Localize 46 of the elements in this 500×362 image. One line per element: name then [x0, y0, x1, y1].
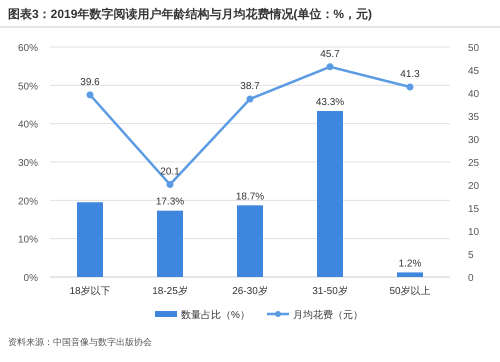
data-label: 38.7	[240, 80, 260, 92]
x-tick-label: 50岁以上	[389, 285, 431, 297]
bar	[157, 210, 183, 277]
y2-tick-label: 25	[468, 158, 480, 169]
data-label: 18.7%	[236, 191, 264, 202]
y2-tick-label: 5	[468, 250, 474, 261]
y2-tick-label: 10	[468, 227, 480, 238]
y-tick-label: 40%	[18, 120, 38, 131]
legend-label: 数量占比（%）	[181, 309, 250, 321]
data-label: 45.7	[320, 48, 340, 60]
y-tick-label: 30%	[18, 158, 38, 169]
y2-tick-label: 20	[468, 181, 480, 192]
y2-tick-label: 30	[468, 135, 480, 146]
y-tick-label: 0%	[24, 273, 38, 284]
y2-tick-label: 35	[468, 112, 480, 123]
data-label: 43.3%	[316, 97, 344, 108]
point	[406, 84, 414, 91]
text: 资料来源：中国音像与数字出版协会	[8, 337, 152, 347]
bar	[397, 272, 423, 277]
point	[326, 63, 334, 70]
data-label: 17.3%	[156, 196, 184, 208]
y2-tick-label: 15	[468, 204, 480, 215]
x-tick-label: 18岁以下	[69, 285, 111, 297]
data-label: 1.2%	[398, 258, 422, 270]
y2-tick-label: 40	[468, 89, 480, 100]
x-tick-label: 26-30岁	[232, 285, 268, 297]
bar	[77, 202, 103, 277]
x-tick-label: 18-25岁	[152, 285, 188, 297]
point	[246, 95, 254, 102]
data-label: 20.1	[160, 166, 180, 178]
legend-label: 月均花费（元）	[293, 309, 363, 321]
data-label: 39.6	[80, 76, 100, 88]
y2-tick-label: 45	[468, 66, 480, 77]
y-tick-label: 10%	[18, 234, 38, 246]
point	[166, 181, 174, 188]
point	[86, 91, 94, 98]
y-tick-label: 50%	[18, 81, 38, 92]
bar	[237, 205, 263, 277]
x-tick-label: 31-50岁	[312, 285, 348, 297]
y-tick-label: 60%	[18, 43, 38, 54]
chart-title: 图表3：2019年数字阅读用户年龄结构与月均花费情况(单位：%，元)	[8, 7, 372, 21]
data-label: 41.3	[400, 69, 420, 80]
y2-tick-label: 0	[468, 273, 474, 284]
y2-tick-label: 50	[468, 43, 480, 54]
y-tick-label: 20%	[18, 196, 38, 208]
bar	[317, 111, 343, 277]
